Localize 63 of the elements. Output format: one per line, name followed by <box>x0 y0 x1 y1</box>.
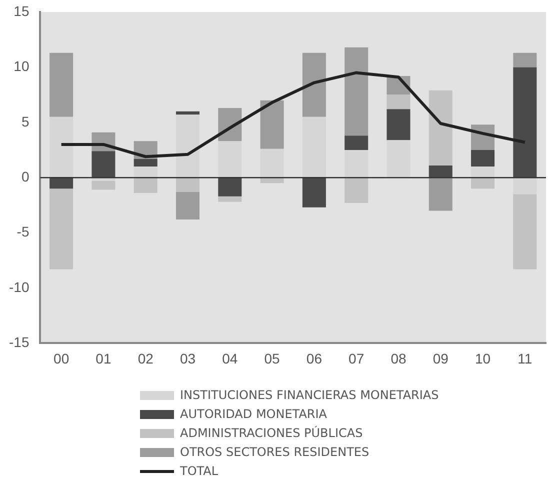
bar <box>344 136 368 150</box>
x-tick-label: 11 <box>518 350 532 366</box>
x-tick-label: 02 <box>138 350 154 366</box>
bar <box>134 166 158 178</box>
bar <box>50 188 74 270</box>
bar <box>134 158 158 167</box>
bar <box>302 178 326 208</box>
bar <box>386 109 410 140</box>
bar <box>428 90 452 166</box>
bar <box>471 150 495 167</box>
y-tick-label: 15 <box>14 2 30 19</box>
bar <box>513 194 537 270</box>
bar <box>176 111 200 115</box>
bar <box>428 165 452 178</box>
legend-label: OTROS SECTORES RESIDENTES <box>180 444 370 461</box>
x-tick-label: 09 <box>432 350 449 366</box>
bar <box>260 100 284 149</box>
legend-label: ADMINISTRACIONES PÚBLICAS <box>180 424 363 442</box>
bar <box>471 166 495 178</box>
bar <box>386 94 410 110</box>
x-tick-label: 04 <box>222 350 238 366</box>
bar <box>260 178 284 184</box>
bar <box>513 67 537 178</box>
bar <box>344 47 368 136</box>
bar <box>176 192 200 220</box>
bar <box>218 196 242 202</box>
bar <box>50 116 74 178</box>
bar <box>134 178 158 194</box>
bar <box>218 178 242 196</box>
bar <box>428 178 452 211</box>
bar <box>260 148 284 178</box>
y-tick-label: 10 <box>14 58 30 74</box>
x-tick-label: 03 <box>180 350 196 366</box>
bar <box>344 150 368 178</box>
bar <box>92 180 116 190</box>
x-tick-label: 00 <box>54 350 70 366</box>
bar <box>386 140 410 178</box>
bar <box>302 52 326 117</box>
bar <box>218 141 242 178</box>
bar <box>176 178 200 192</box>
bar <box>92 151 116 178</box>
x-tick-label: 05 <box>264 350 280 366</box>
y-tick-label: -5 <box>16 224 30 240</box>
x-tick-label: 07 <box>348 350 364 366</box>
x-tick-label: 10 <box>474 350 491 366</box>
y-tick-label: 5 <box>21 113 30 130</box>
y-tick-label: 0 <box>21 168 30 184</box>
legend-label: TOTAL <box>180 463 218 480</box>
legend-label: INSTITUCIONES FINANCIERAS MONETARIAS <box>180 387 439 404</box>
bar <box>50 178 74 189</box>
bar <box>176 114 200 178</box>
x-tick-label: 06 <box>306 350 322 366</box>
bar <box>302 116 326 178</box>
legend-label: AUTORIDAD MONETARIA <box>180 406 327 423</box>
y-tick-label: -10 <box>9 278 30 295</box>
x-tick-label: 01 <box>96 350 112 366</box>
bar <box>513 178 537 194</box>
bar <box>471 178 495 189</box>
bar <box>513 52 537 68</box>
x-tick-label: 08 <box>390 350 406 366</box>
bar <box>344 178 368 203</box>
bar <box>50 52 74 117</box>
y-tick-label: -15 <box>9 334 30 350</box>
